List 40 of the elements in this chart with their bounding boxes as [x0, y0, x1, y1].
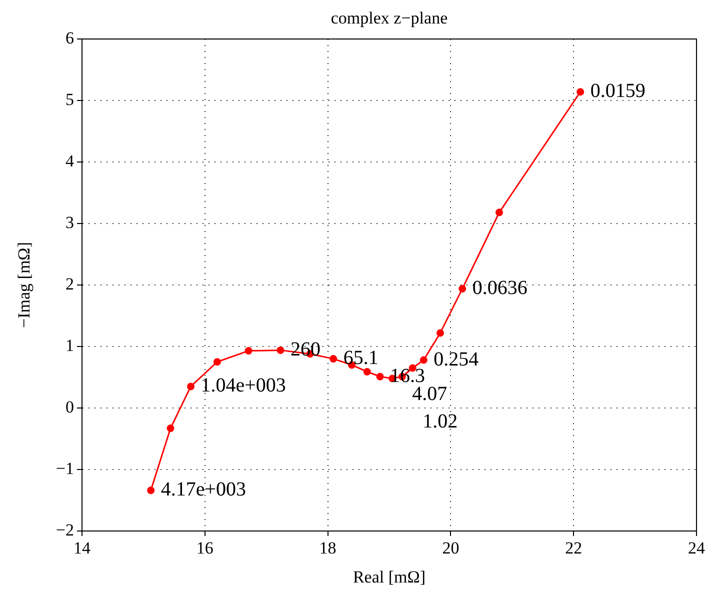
- x-tick-label: 18: [319, 538, 336, 558]
- annotation: 4.17e+003: [160, 478, 246, 501]
- y-tick-label: −1: [56, 458, 74, 478]
- y-tick-label: 1: [66, 336, 74, 355]
- point: [458, 284, 466, 292]
- point: [213, 358, 221, 366]
- x-axis-title: Real [mΩ]: [352, 567, 426, 586]
- x-tick-label: 14: [74, 538, 91, 558]
- annotation: 1.02: [422, 410, 458, 432]
- x-tick-label: 20: [442, 538, 460, 558]
- chart-title: complex z−plane: [330, 8, 448, 28]
- annotation: 0.254: [434, 348, 479, 370]
- annotation: 0.0636: [472, 276, 528, 299]
- point: [244, 347, 252, 355]
- point: [330, 355, 338, 363]
- x-tick-label: 22: [565, 538, 582, 558]
- annotation: 4.07: [412, 382, 448, 405]
- point: [147, 486, 155, 494]
- point: [495, 208, 503, 216]
- point: [276, 346, 284, 354]
- y-tick-label: 5: [66, 90, 74, 109]
- annotation: 65.1: [343, 347, 378, 370]
- y-tick-label: 4: [66, 151, 74, 170]
- x-tick-label: 16: [196, 538, 214, 558]
- point: [187, 382, 195, 390]
- x-tick-label: 24: [688, 538, 706, 558]
- point: [420, 356, 428, 364]
- y-tick-label: 0: [66, 397, 74, 416]
- y-tick-label: 2: [66, 274, 74, 294]
- point: [166, 424, 174, 432]
- y-tick-label: 3: [66, 212, 74, 232]
- annotation: 0.0159: [590, 80, 646, 102]
- point: [576, 88, 584, 96]
- y-axis-title: −Imag [mΩ]: [14, 242, 34, 328]
- annotation: 1.04e+003: [200, 374, 286, 397]
- point: [363, 368, 371, 376]
- point: [436, 329, 444, 337]
- y-tick-label: −2: [56, 520, 74, 540]
- y-tick-label: 6: [66, 28, 74, 48]
- point: [376, 372, 384, 380]
